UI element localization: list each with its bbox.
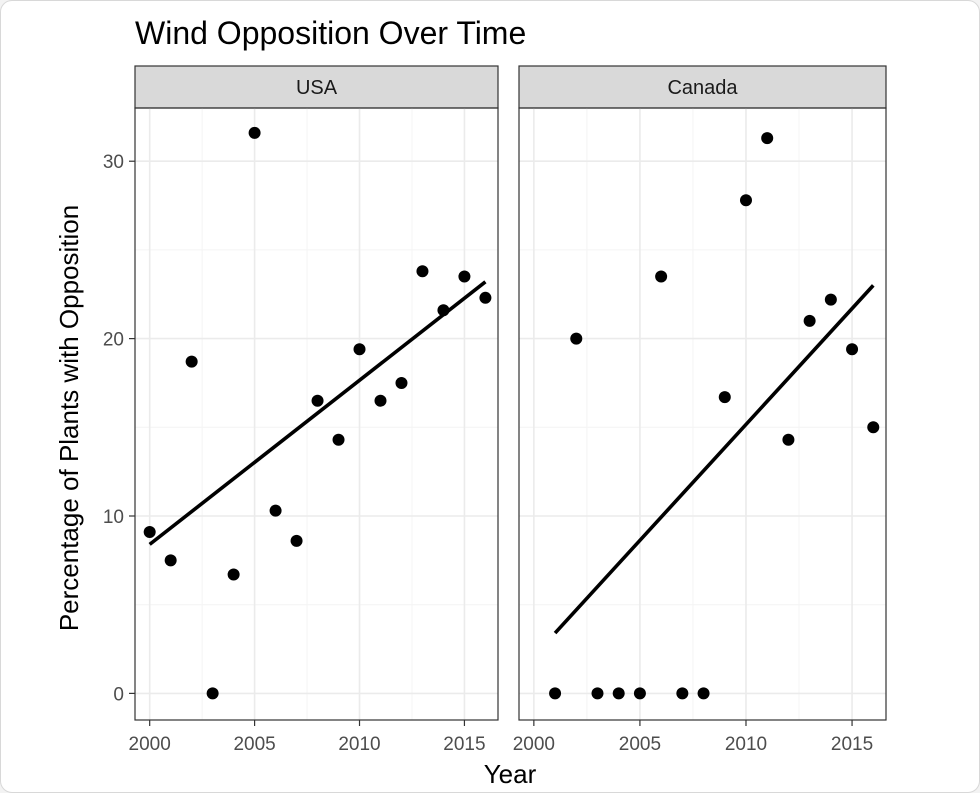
data-point xyxy=(570,332,583,345)
x-tick-label: 2005 xyxy=(619,734,661,755)
x-tick-label: 2015 xyxy=(443,734,485,755)
data-point xyxy=(185,355,198,368)
trend-line xyxy=(148,280,487,546)
trend-line xyxy=(553,284,875,635)
data-point xyxy=(227,568,240,581)
x-tick-label: 2000 xyxy=(513,734,555,755)
x-tick-label: 2010 xyxy=(338,734,380,755)
data-point xyxy=(803,314,816,327)
x-tick-label: 2000 xyxy=(129,734,171,755)
data-point xyxy=(612,687,625,700)
data-point xyxy=(311,394,324,407)
x-axis-title: Year xyxy=(484,759,537,789)
panel-canada: Canada 2000 2005 2010 2015 xyxy=(513,65,887,755)
data-point xyxy=(290,534,303,547)
data-point xyxy=(867,421,880,434)
data-point xyxy=(206,687,219,700)
x-tick-label: 2005 xyxy=(233,734,275,755)
data-point xyxy=(655,270,668,283)
data-point xyxy=(437,304,450,317)
panel-border xyxy=(518,107,887,721)
data-point xyxy=(676,687,689,700)
data-point xyxy=(353,343,366,356)
data-point xyxy=(739,194,752,207)
data-point xyxy=(761,132,774,145)
x-tick-label: 2010 xyxy=(725,734,767,755)
data-point xyxy=(395,376,408,389)
data-point xyxy=(718,391,731,404)
data-point xyxy=(143,525,156,538)
data-point xyxy=(374,394,387,407)
data-point xyxy=(416,265,429,278)
x-tick-label: 2015 xyxy=(831,734,873,755)
chart-title: Wind Opposition Over Time xyxy=(135,15,526,51)
data-point xyxy=(549,687,562,700)
data-point xyxy=(269,504,282,517)
data-point xyxy=(782,433,795,446)
data-point xyxy=(332,433,345,446)
facet-strip xyxy=(518,65,887,109)
panel-usa: USA 2000 2005 2010 2015 0 10 20 30 xyxy=(103,65,499,755)
data-point xyxy=(164,554,177,567)
data-point xyxy=(824,293,837,306)
y-axis-title: Percentage of Plants with Opposition xyxy=(54,205,84,631)
y-tick-label: 30 xyxy=(103,152,124,173)
facet-strip-label: Canada xyxy=(667,77,738,99)
y-tick-label: 20 xyxy=(103,330,124,351)
facet-strip xyxy=(134,65,499,109)
data-point xyxy=(697,687,710,700)
data-point xyxy=(458,270,471,283)
y-tick-label: 10 xyxy=(103,507,124,528)
facet-strip-label: USA xyxy=(296,77,338,99)
data-point xyxy=(633,687,646,700)
data-point xyxy=(479,291,492,304)
panels: USA 2000 2005 2010 2015 0 10 20 30 Canada 2000 2005… xyxy=(103,65,887,755)
data-point xyxy=(248,126,261,139)
panel-border xyxy=(134,107,499,721)
y-tick-label: 0 xyxy=(113,684,124,705)
data-point xyxy=(591,687,604,700)
data-point xyxy=(846,343,859,356)
